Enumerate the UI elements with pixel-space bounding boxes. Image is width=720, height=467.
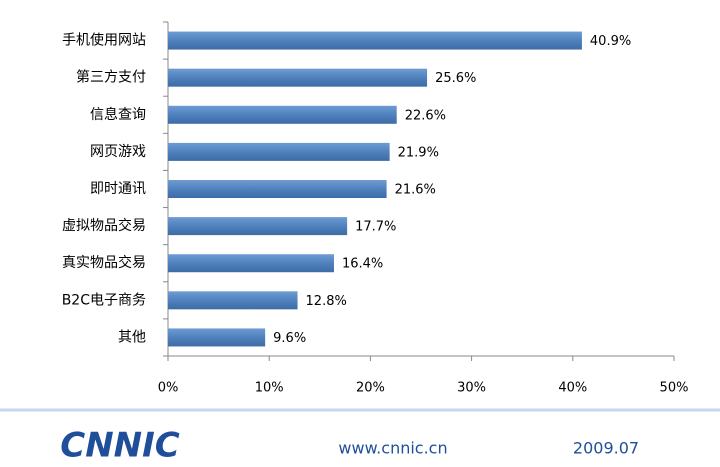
value-label: 22.6% — [405, 108, 446, 123]
y-tick-label: 信息查询 — [90, 106, 146, 123]
footer-logo: CNNIC — [60, 426, 180, 466]
value-label: 40.9% — [590, 34, 631, 49]
value-label: 9.6% — [273, 331, 306, 346]
bar — [168, 31, 582, 50]
bar — [168, 291, 298, 310]
footer-url: www.cnnic.cn — [338, 439, 447, 458]
bar — [168, 328, 266, 347]
y-tick-label: B2C电子商务 — [62, 292, 146, 308]
value-label: 25.6% — [435, 71, 476, 86]
y-tick-label: 手机使用网站 — [62, 32, 146, 49]
bar — [168, 254, 334, 273]
x-tick-label: 0% — [158, 381, 179, 396]
value-label: 12.8% — [306, 294, 347, 309]
bar — [168, 142, 390, 161]
y-tick-label: 其他 — [118, 329, 146, 345]
bar — [168, 68, 428, 87]
bar — [168, 217, 348, 236]
y-tick-label: 虚拟物品交易 — [62, 217, 146, 234]
y-tick-label: 真实物品交易 — [62, 254, 146, 271]
x-tick-label: 30% — [457, 381, 486, 396]
x-tick-label: 20% — [356, 381, 385, 396]
y-tick-label: 即时通讯 — [90, 181, 146, 197]
x-tick-label: 40% — [558, 381, 587, 396]
value-label: 17.7% — [355, 220, 396, 235]
footer-date: 2009.07 — [573, 439, 639, 458]
x-tick-label: 50% — [660, 381, 689, 396]
value-label: 21.9% — [398, 145, 439, 160]
x-tick-label: 10% — [255, 381, 284, 396]
bar — [168, 180, 387, 198]
value-label: 16.4% — [342, 257, 383, 272]
y-tick-label: 第三方支付 — [76, 69, 146, 86]
value-label: 21.6% — [395, 183, 436, 198]
bar — [168, 105, 397, 124]
y-tick-label: 网页游戏 — [90, 144, 146, 160]
